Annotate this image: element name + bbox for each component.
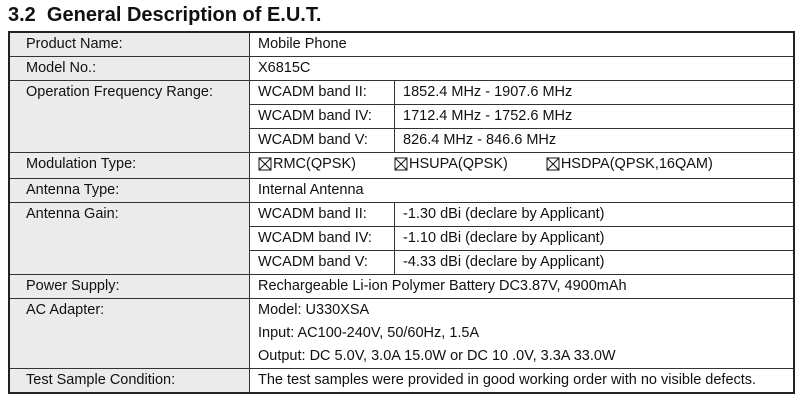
value-cell: 826.4 MHz - 846.6 MHz <box>394 128 795 153</box>
band-cell: WCADM band II: <box>249 202 395 227</box>
text-line: Input: AC100-240V, 50/60Hz, 1.5A <box>258 325 480 341</box>
row: Power Supply: Rechargeable Li-ion Polymer… <box>8 274 795 299</box>
checkbox-checked <box>546 157 560 171</box>
checkbox-checked <box>394 157 408 171</box>
label-cell: Operation Frequency Range: <box>8 80 250 153</box>
row: Operation Frequency Range: WCADM band II:… <box>8 80 795 153</box>
value-cell: The test samples were provided in good w… <box>249 368 795 394</box>
value-cell: -1.10 dBi (declare by Applicant) <box>394 226 795 251</box>
value-cell: Internal Antenna <box>249 178 795 203</box>
row: WCADM band IV: 1712.4 MHz - 1752.6 MHz <box>9 104 795 129</box>
section-title: 3.2 General Description of E.U.T. <box>8 4 322 26</box>
label-cell: AC Adapter: <box>8 298 250 369</box>
label-cell: Power Supply: <box>8 274 250 299</box>
band-cell: WCADM band V: <box>249 250 395 275</box>
label-cell: Modulation Type: <box>8 152 250 179</box>
row: Antenna Type: Internal Antenna <box>8 178 795 203</box>
label-cell: Product Name: <box>8 31 250 57</box>
row: WCADM band V: 826.4 MHz - 846.6 MHz <box>9 128 795 153</box>
value-cell: 1712.4 MHz - 1752.6 MHz <box>394 104 795 129</box>
checkbox-option: HSUPA(QPSK) <box>394 153 508 175</box>
label-cell: Model No.: <box>8 56 250 81</box>
row: Test Sample Condition: The test samples w… <box>8 368 795 394</box>
value-cell: 1852.4 MHz - 1907.6 MHz <box>394 80 795 105</box>
eut-table: Product Name: Mobile Phone Model No.: X6815… <box>8 31 795 394</box>
checkbox-option: RMC(QPSK) <box>258 153 356 175</box>
band-cell: WCADM band IV: <box>249 226 395 251</box>
text-line: Output: DC 5.0V, 3.0A 15.0W or DC 10 .0V… <box>258 348 616 364</box>
band-cell: WCADM band II: <box>249 80 395 105</box>
value-cell: -1.30 dBi (declare by Applicant) <box>394 202 795 227</box>
value-cell: Model: U330XSA Input: AC100-240V, 50/60Hz… <box>249 298 795 369</box>
checkbox-label: HSDPA(QPSK,16QAM) <box>560 156 713 172</box>
value-cell: -4.33 dBi (declare by Applicant) <box>394 250 795 275</box>
row: Model No.: X6815C <box>8 56 795 81</box>
label-cell: Test Sample Condition: <box>8 368 250 394</box>
text-line: Model: U330XSA <box>258 302 370 318</box>
value-cell: RMC(QPSK) HSUPA(QPSK) HSDPA(QPSK,16QAM) <box>249 152 795 179</box>
row: AC Adapter: Model: U330XSA Input: AC100-24… <box>8 298 795 369</box>
checkbox-checked <box>258 157 272 171</box>
value-cell: Rechargeable Li-ion Polymer Battery DC3.… <box>249 274 795 299</box>
checkbox-option: HSDPA(QPSK,16QAM) <box>546 153 713 175</box>
checkbox-label: HSUPA(QPSK) <box>408 156 508 172</box>
checkbox-label: RMC(QPSK) <box>273 156 356 172</box>
row: Product Name: Mobile Phone <box>8 31 795 57</box>
row: Modulation Type: RMC(QPSK) HSUPA(QPSK) HSDP… <box>8 152 795 179</box>
row: Antenna Gain: WCADM band II: -1.30 dBi (de… <box>8 202 795 275</box>
label-cell: Antenna Gain: <box>8 202 250 275</box>
value-cell: X6815C <box>249 56 795 81</box>
value-cell: Mobile Phone <box>249 31 795 57</box>
label-cell: Antenna Type: <box>8 178 250 203</box>
band-cell: WCADM band V: <box>249 128 395 153</box>
band-cell: WCADM band IV: <box>249 104 395 129</box>
